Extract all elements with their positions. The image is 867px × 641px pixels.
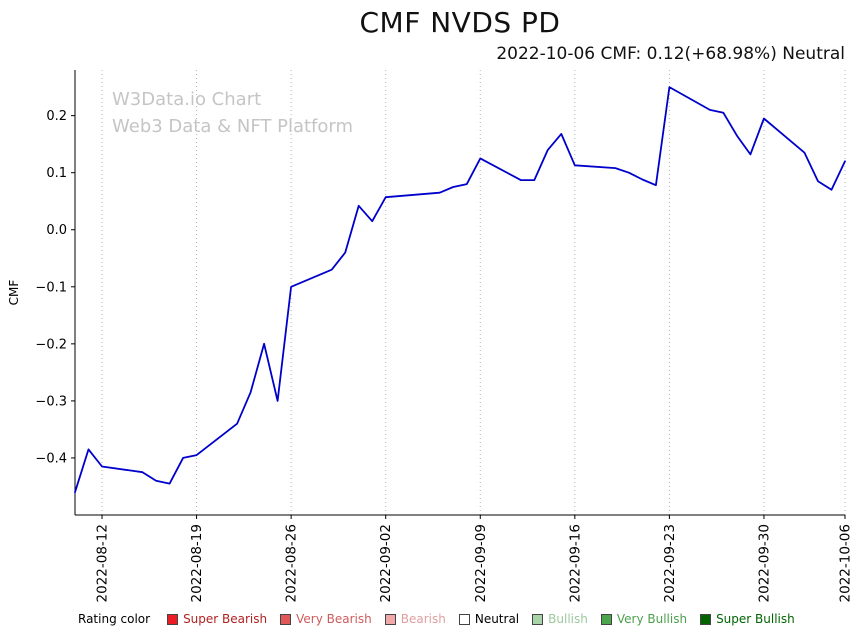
x-tick-label: 2022-09-30 — [756, 524, 772, 602]
x-tick-label: 2022-08-12 — [95, 524, 111, 602]
legend-title: Rating color — [78, 612, 151, 626]
page-title: CMF NVDS PD — [359, 6, 561, 39]
legend-item-very-bullish: Very Bullish — [600, 612, 688, 626]
y-axis-label: CMF — [7, 280, 21, 306]
legend-label-bearish: Bearish — [400, 612, 446, 626]
x-tick-label: 2022-09-02 — [378, 524, 394, 602]
legend-label-neutral: Neutral — [474, 612, 520, 626]
y-tick-label: −0.4 — [35, 451, 67, 466]
y-tick-label: −0.2 — [35, 337, 67, 352]
y-tick-label: 0.0 — [46, 223, 67, 238]
legend-label-very-bearish: Very Bearish — [296, 612, 372, 626]
watermark-line1: W3Data.io Chart — [112, 89, 262, 110]
cmf-series-line — [74, 86, 846, 494]
legend-swatch-very-bearish — [280, 613, 292, 625]
legend-label-super-bearish: Super Bearish — [183, 612, 268, 626]
rating-legend: Rating color Super Bearish Very Bearish Be… — [78, 612, 863, 626]
x-tick-label: 2022-08-19 — [189, 524, 205, 602]
legend-swatch-super-bullish — [700, 613, 712, 625]
legend-label-bullish: Bullish — [548, 612, 588, 626]
legend-swatch-bullish — [532, 613, 544, 625]
legend-swatch-super-bearish — [167, 613, 179, 625]
y-tick-label: −0.3 — [35, 394, 67, 409]
legend-swatch-bearish — [384, 613, 396, 625]
y-tick-label: 0.2 — [46, 109, 67, 124]
y-tick-label: −0.1 — [35, 280, 67, 295]
x-tick-label: 2022-09-09 — [473, 524, 489, 602]
legend-item-bullish: Bullish — [532, 612, 588, 626]
y-tick-label: 0.1 — [46, 166, 67, 181]
legend-item-super-bullish: Super Bullish — [700, 612, 795, 626]
x-tick-label: 2022-09-23 — [662, 524, 678, 602]
legend-label-super-bullish: Super Bullish — [716, 612, 795, 626]
legend-swatch-neutral — [458, 613, 470, 625]
x-tick-label: 2022-09-16 — [567, 524, 583, 602]
legend-item-super-bearish: Super Bearish — [167, 612, 267, 626]
watermark-line2: Web3 Data & NFT Platform — [112, 116, 354, 137]
x-tick-label: 2022-10-06 — [838, 524, 854, 602]
watermark: W3Data.io Chart Web3 Data & NFT Platform — [112, 86, 353, 140]
legend-item-very-bearish: Very Bearish — [280, 612, 372, 626]
legend-item-neutral: Neutral — [458, 612, 520, 626]
legend-item-bearish: Bearish — [384, 612, 446, 626]
chart-subtitle: 2022-10-06 CMF: 0.12(+68.98%) Neutral — [496, 44, 845, 64]
legend-swatch-very-bullish — [600, 613, 612, 625]
legend-label-very-bullish: Very Bullish — [616, 612, 688, 626]
x-tick-label: 2022-08-26 — [284, 524, 300, 602]
